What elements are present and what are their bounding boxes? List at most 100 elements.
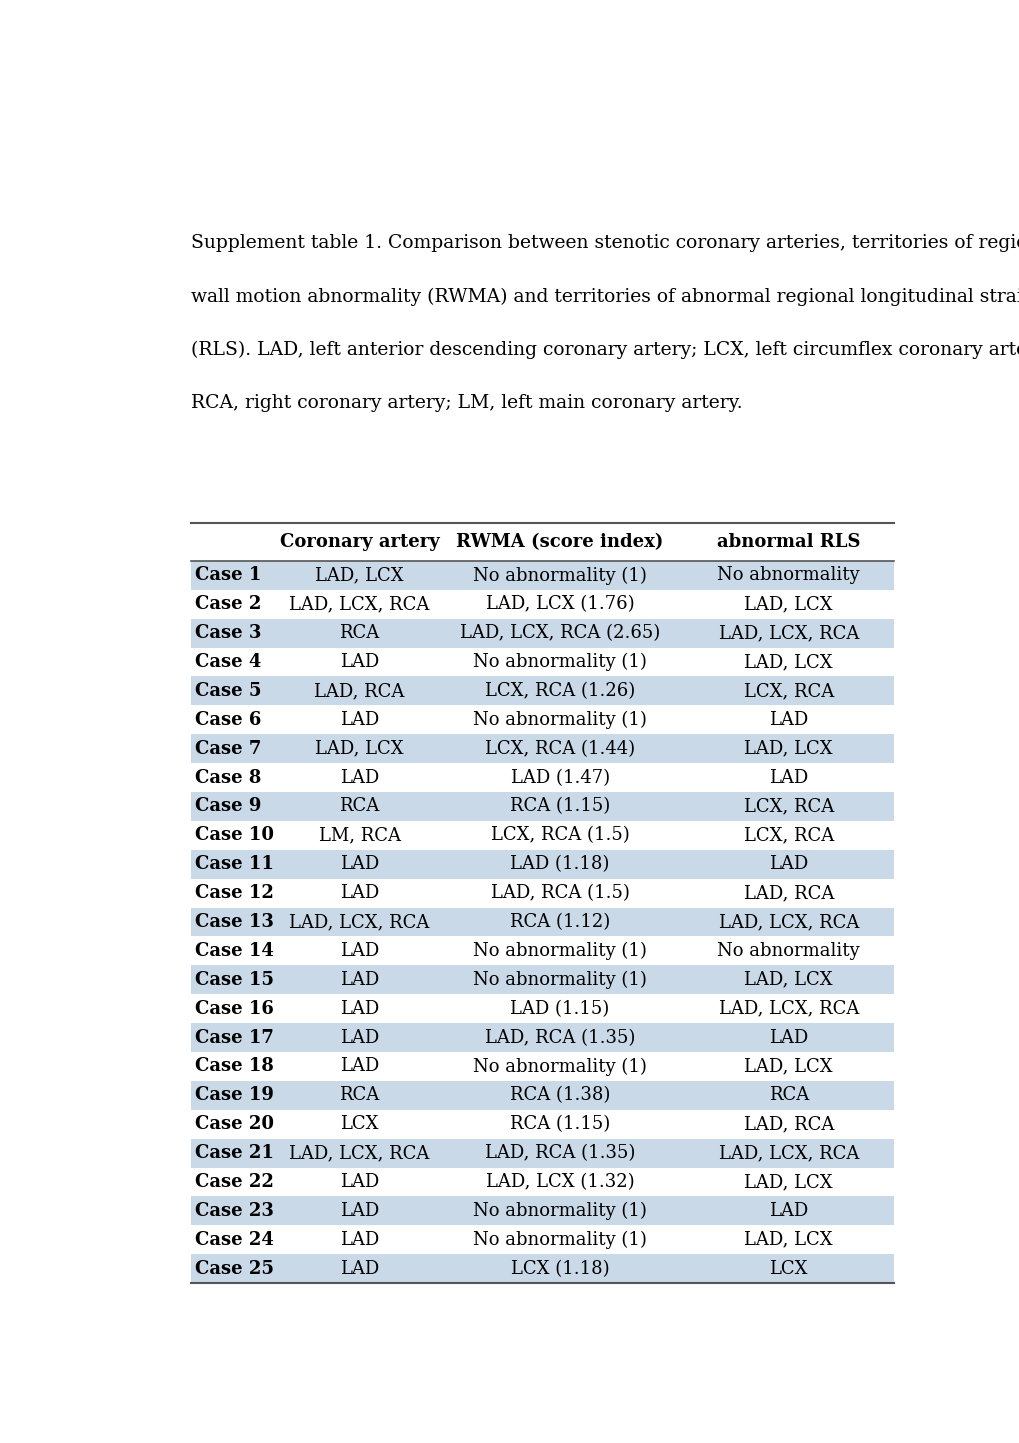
Text: Case 16: Case 16 — [195, 1000, 273, 1017]
Text: Case 18: Case 18 — [195, 1058, 273, 1075]
Text: RCA (1.15): RCA (1.15) — [510, 798, 609, 815]
Text: LAD, LCX, RCA (2.65): LAD, LCX, RCA (2.65) — [460, 625, 659, 642]
Text: LAD: LAD — [339, 711, 379, 729]
Text: No abnormality (1): No abnormality (1) — [473, 1058, 646, 1075]
Text: Case 6: Case 6 — [195, 711, 261, 729]
Text: RCA (1.12): RCA (1.12) — [510, 913, 609, 931]
Text: (RLS). LAD, left anterior descending coronary artery; LCX, left circumflex coron: (RLS). LAD, left anterior descending cor… — [191, 341, 1019, 359]
Text: No abnormality (1): No abnormality (1) — [473, 711, 646, 729]
Text: LAD (1.47): LAD (1.47) — [511, 769, 609, 786]
Text: LAD, LCX: LAD, LCX — [744, 1231, 833, 1248]
Text: LAD: LAD — [768, 711, 808, 729]
Text: Case 3: Case 3 — [195, 625, 261, 642]
Text: No abnormality: No abnormality — [716, 567, 859, 584]
Text: LAD, RCA: LAD, RCA — [743, 1115, 834, 1133]
Text: Case 24: Case 24 — [195, 1231, 273, 1248]
Bar — [191, 677, 894, 706]
Text: abnormal RLS: abnormal RLS — [716, 532, 860, 551]
Text: Case 23: Case 23 — [195, 1202, 273, 1219]
Text: LAD, LCX: LAD, LCX — [744, 971, 833, 988]
Text: LAD: LAD — [339, 1029, 379, 1046]
Text: LAD, RCA (1.35): LAD, RCA (1.35) — [484, 1029, 635, 1046]
Text: LCX, RCA (1.5): LCX, RCA (1.5) — [490, 827, 629, 844]
Text: LCX, RCA: LCX, RCA — [743, 683, 834, 700]
Bar — [191, 908, 894, 937]
Text: LCX, RCA: LCX, RCA — [743, 798, 834, 815]
Text: LAD, LCX, RCA: LAD, LCX, RCA — [717, 1000, 858, 1017]
Text: LAD: LAD — [339, 885, 379, 902]
Text: Case 9: Case 9 — [195, 798, 261, 815]
Text: No abnormality (1): No abnormality (1) — [473, 971, 646, 988]
Text: LCX: LCX — [340, 1115, 378, 1133]
Text: LAD: LAD — [339, 1000, 379, 1017]
Text: LAD, LCX, RCA: LAD, LCX, RCA — [289, 1144, 429, 1162]
Text: Case 14: Case 14 — [195, 942, 273, 960]
Text: LAD, RCA (1.35): LAD, RCA (1.35) — [484, 1144, 635, 1162]
Text: LAD, LCX: LAD, LCX — [315, 740, 404, 758]
Text: Case 13: Case 13 — [195, 913, 273, 931]
Text: LAD, LCX, RCA: LAD, LCX, RCA — [717, 625, 858, 642]
Text: LAD, LCX (1.32): LAD, LCX (1.32) — [485, 1173, 634, 1190]
Text: LAD, LCX (1.76): LAD, LCX (1.76) — [485, 596, 634, 613]
Bar — [191, 1139, 894, 1167]
Text: LAD: LAD — [339, 856, 379, 873]
Text: LCX, RCA: LCX, RCA — [743, 827, 834, 844]
Text: LAD, RCA: LAD, RCA — [743, 885, 834, 902]
Text: LAD (1.15): LAD (1.15) — [510, 1000, 609, 1017]
Text: RCA: RCA — [339, 1087, 379, 1104]
Text: RCA: RCA — [768, 1087, 808, 1104]
Text: RWMA (score index): RWMA (score index) — [455, 532, 663, 551]
Text: Case 21: Case 21 — [195, 1144, 273, 1162]
Text: Case 8: Case 8 — [195, 769, 261, 786]
Text: Case 11: Case 11 — [195, 856, 273, 873]
Text: LAD, LCX, RCA: LAD, LCX, RCA — [717, 913, 858, 931]
Text: LAD: LAD — [768, 1202, 808, 1219]
Text: Case 5: Case 5 — [195, 683, 261, 700]
Bar — [191, 1081, 894, 1110]
Text: LM, RCA: LM, RCA — [318, 827, 400, 844]
Bar — [191, 1254, 894, 1283]
Text: Case 1: Case 1 — [195, 567, 261, 584]
Text: LAD: LAD — [339, 1231, 379, 1248]
Text: LAD: LAD — [339, 1173, 379, 1190]
Bar — [191, 1023, 894, 1052]
Text: LAD, LCX: LAD, LCX — [744, 1173, 833, 1190]
Text: LAD: LAD — [339, 1058, 379, 1075]
Text: wall motion abnormality (RWMA) and territories of abnormal regional longitudinal: wall motion abnormality (RWMA) and terri… — [191, 287, 1019, 306]
Text: No abnormality: No abnormality — [716, 942, 859, 960]
Text: LCX, RCA (1.44): LCX, RCA (1.44) — [485, 740, 635, 758]
Text: LAD: LAD — [339, 971, 379, 988]
Text: LAD, LCX: LAD, LCX — [744, 1058, 833, 1075]
Text: Case 15: Case 15 — [195, 971, 273, 988]
Text: Case 17: Case 17 — [195, 1029, 273, 1046]
Text: LAD, RCA (1.5): LAD, RCA (1.5) — [490, 885, 629, 902]
Text: No abnormality (1): No abnormality (1) — [473, 942, 646, 960]
Text: Case 20: Case 20 — [195, 1115, 273, 1133]
Bar — [191, 561, 894, 590]
Text: Case 2: Case 2 — [195, 596, 261, 613]
Text: RCA: RCA — [339, 625, 379, 642]
Bar — [191, 1196, 894, 1225]
Text: LAD, LCX: LAD, LCX — [744, 740, 833, 758]
Text: LAD: LAD — [339, 942, 379, 960]
Text: No abnormality (1): No abnormality (1) — [473, 566, 646, 584]
Text: Case 7: Case 7 — [195, 740, 261, 758]
Text: LAD, RCA: LAD, RCA — [314, 683, 405, 700]
Text: LAD, LCX: LAD, LCX — [744, 654, 833, 671]
Text: LAD, LCX, RCA: LAD, LCX, RCA — [717, 1144, 858, 1162]
Text: LAD, LCX, RCA: LAD, LCX, RCA — [289, 913, 429, 931]
Text: No abnormality (1): No abnormality (1) — [473, 1231, 646, 1250]
Text: RCA (1.38): RCA (1.38) — [510, 1087, 609, 1104]
Bar — [191, 792, 894, 821]
Text: LAD: LAD — [768, 769, 808, 786]
Text: RCA: RCA — [339, 798, 379, 815]
Bar — [191, 619, 894, 648]
Text: LAD: LAD — [339, 769, 379, 786]
Text: Case 10: Case 10 — [195, 827, 273, 844]
Text: LAD: LAD — [339, 1260, 379, 1277]
Text: LAD, LCX: LAD, LCX — [744, 596, 833, 613]
Text: No abnormality (1): No abnormality (1) — [473, 1202, 646, 1221]
Text: RCA, right coronary artery; LM, left main coronary artery.: RCA, right coronary artery; LM, left mai… — [191, 394, 742, 413]
Text: Supplement table 1. Comparison between stenotic coronary arteries, territories o: Supplement table 1. Comparison between s… — [191, 234, 1019, 253]
Text: LAD: LAD — [768, 856, 808, 873]
